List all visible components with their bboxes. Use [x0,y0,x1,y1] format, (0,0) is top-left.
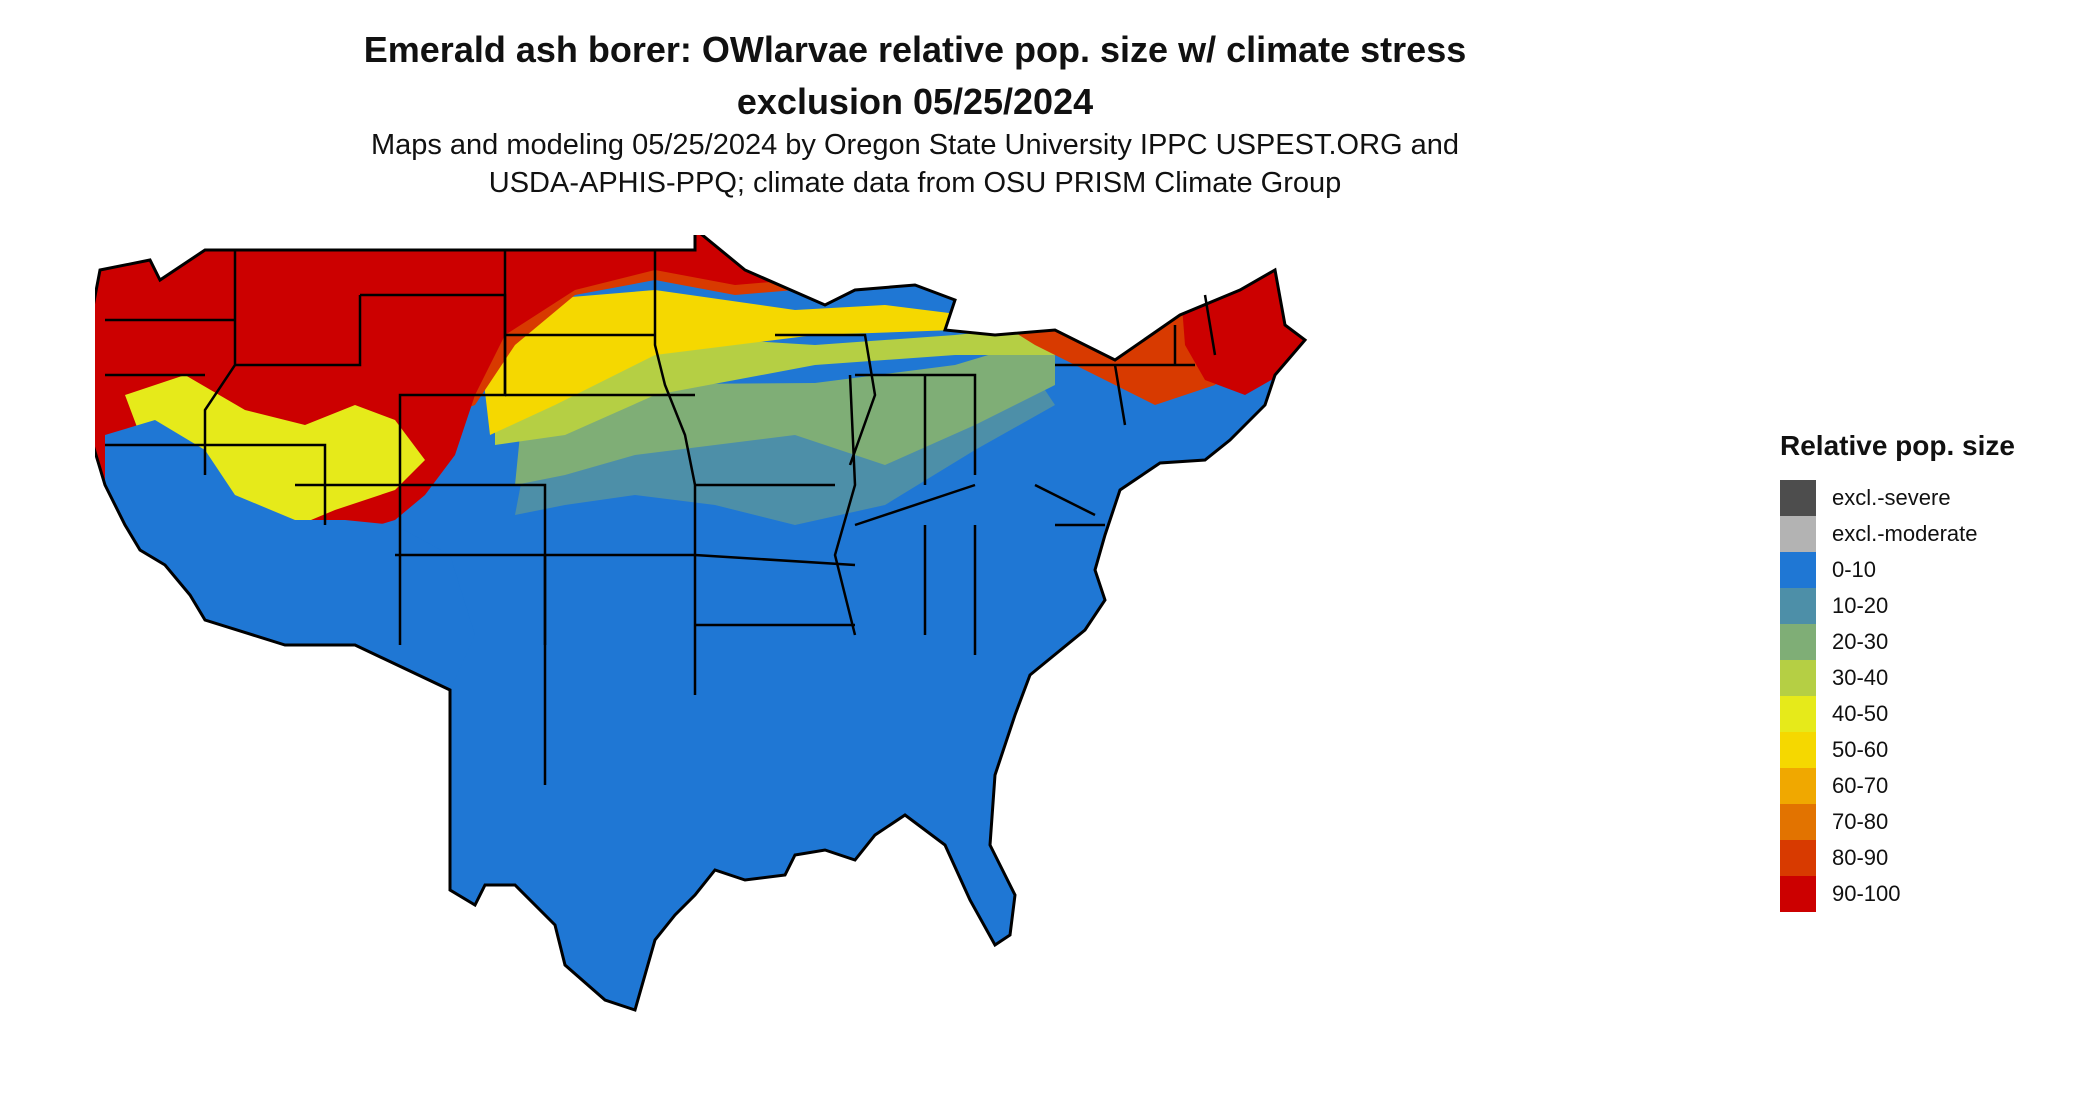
legend-swatch [1780,588,1816,624]
map-title-line1: Emerald ash borer: OWlarvae relative pop… [363,29,1467,70]
legend-label: 50-60 [1832,737,1889,762]
us-map [95,235,1307,1012]
legend-title: Relative pop. size [1780,430,2015,461]
legend-swatch [1780,804,1816,840]
legend-swatch [1780,552,1816,588]
legend-item: 0-10 [1780,552,2015,588]
legend-label: 10-20 [1832,593,1889,618]
legend-swatch [1780,696,1816,732]
legend-label: 0-10 [1832,557,1877,582]
legend-label: 20-30 [1832,629,1889,654]
legend-swatch [1780,768,1816,804]
legend-label: 70-80 [1832,809,1889,834]
state-boundaries [105,250,1217,785]
legend-swatch [1780,480,1816,516]
region-20-30 [515,335,1055,485]
legend-label: 30-40 [1832,665,1889,690]
map-subtitle: Maps and modeling 05/25/2024 by Oregon S… [0,126,1830,202]
region-50-60 [475,290,1055,435]
legend-item: 50-60 [1780,732,2015,768]
legend-label: excl.-severe [1832,485,1951,510]
legend-item: 80-90 [1780,840,2015,876]
legend-label: 90-100 [1832,881,1901,906]
legend-item: 10-20 [1780,588,2015,624]
map-subtitle-line1: Maps and modeling 05/25/2024 by Oregon S… [370,129,1460,161]
legend-label: 80-90 [1832,845,1889,870]
legend-label: excl.-moderate [1832,521,1978,546]
legend-label: 60-70 [1832,773,1889,798]
region-0-10-california [105,420,475,690]
legend-label: 40-50 [1832,701,1889,726]
legend-swatch [1780,840,1816,876]
legend-swatch [1780,516,1816,552]
legend-swatch [1780,732,1816,768]
map-title-line2: exclusion 05/25/2024 [736,81,1094,122]
legend-swatch [1780,876,1816,912]
legend-item: 60-70 [1780,768,2015,804]
legend-swatch [1780,660,1816,696]
legend-item: 20-30 [1780,624,2015,660]
map-subtitle-line2: USDA-APHIS-PPQ; climate data from OSU PR… [488,167,1342,199]
legend-item: 40-50 [1780,696,2015,732]
legend-swatch [1780,624,1816,660]
map-title: Emerald ash borer: OWlarvae relative pop… [0,24,1830,128]
legend-item: excl.-moderate [1780,516,2015,552]
legend-item: 90-100 [1780,876,2015,912]
legend-item: 70-80 [1780,804,2015,840]
legend: Relative pop. size excl.-severe excl.-mo… [1780,430,2015,912]
legend-item: excl.-severe [1780,480,2015,516]
legend-item: 30-40 [1780,660,2015,696]
